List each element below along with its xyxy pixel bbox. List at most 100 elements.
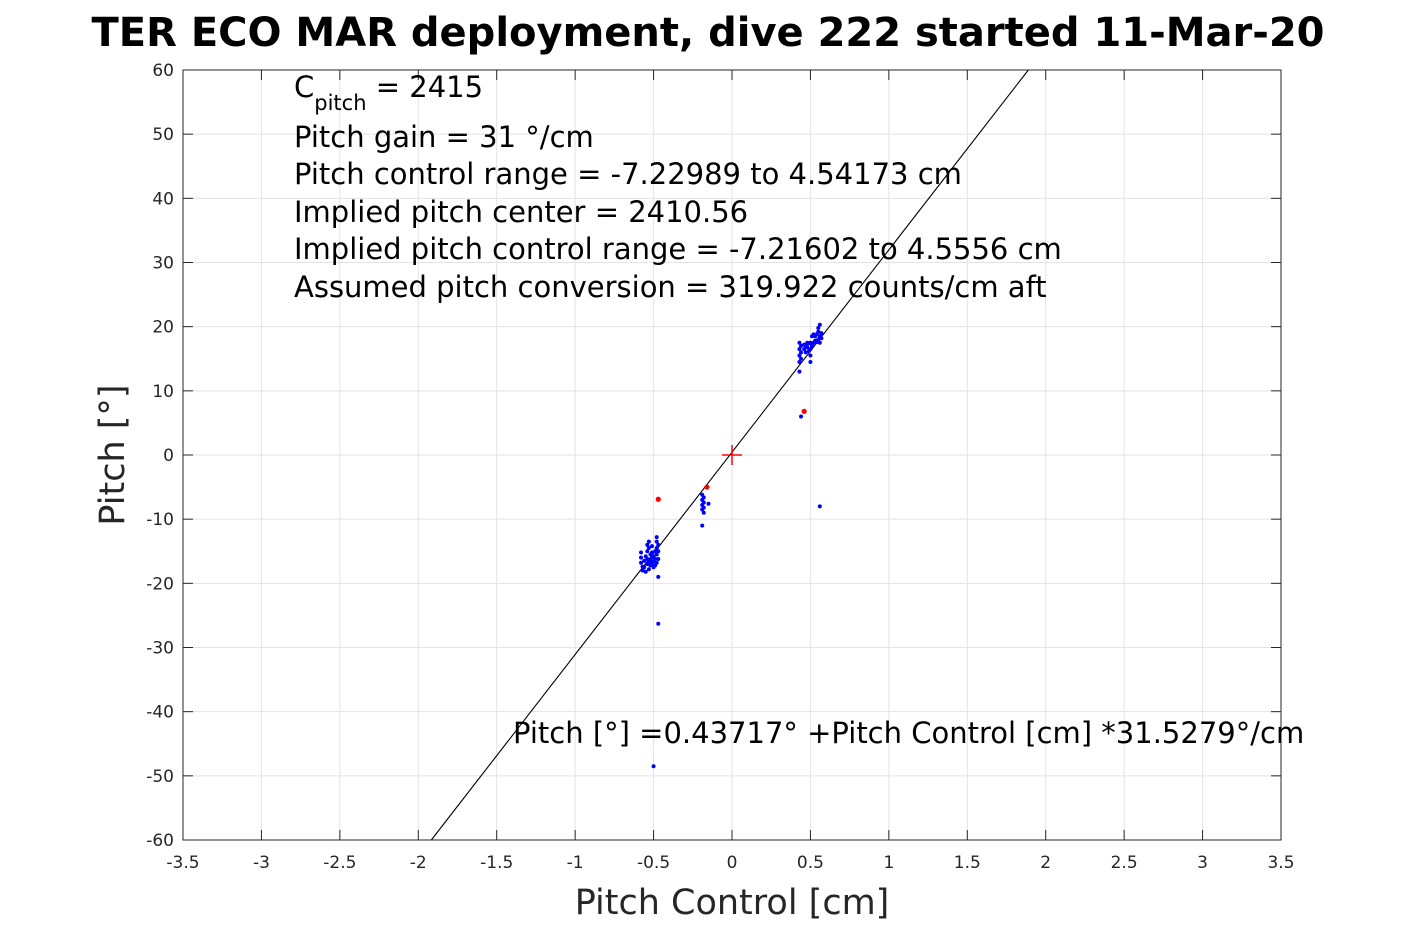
y-tick-label: 60 bbox=[152, 61, 174, 81]
data-point bbox=[700, 523, 705, 528]
data-point bbox=[808, 340, 813, 345]
data-point bbox=[651, 764, 656, 769]
x-tick-label: 2.5 bbox=[1111, 853, 1138, 873]
c-pitch-symbol: C bbox=[294, 70, 314, 104]
data-point bbox=[816, 337, 821, 342]
data-point bbox=[656, 542, 661, 547]
data-point bbox=[809, 343, 814, 348]
y-axis-label: Pitch [°] bbox=[93, 384, 133, 525]
data-point bbox=[639, 550, 644, 555]
data-point bbox=[645, 556, 650, 561]
data-point bbox=[802, 347, 807, 352]
data-point bbox=[706, 501, 711, 506]
y-tick-labels: -60 -50 -40 -30 -20 -10 0 10 20 30 40 50 60 bbox=[146, 61, 174, 851]
data-point bbox=[654, 535, 659, 540]
y-tick-label: -40 bbox=[146, 703, 174, 723]
data-point bbox=[808, 347, 813, 352]
data-point bbox=[701, 500, 706, 505]
x-tick-label: -1.5 bbox=[480, 853, 513, 873]
c-pitch-subscript: pitch bbox=[314, 91, 366, 115]
data-point bbox=[803, 350, 808, 355]
data-point bbox=[799, 414, 804, 419]
x-tick-label: 3 bbox=[1197, 853, 1208, 873]
data-point bbox=[639, 560, 644, 565]
data-point bbox=[653, 556, 658, 561]
x-tick-label: -3 bbox=[253, 853, 270, 873]
data-point bbox=[645, 542, 650, 547]
data-point bbox=[646, 546, 651, 551]
data-point bbox=[704, 484, 710, 490]
data-point bbox=[656, 549, 661, 554]
y-tick-label: -50 bbox=[146, 767, 174, 787]
data-point bbox=[805, 345, 810, 350]
data-point bbox=[797, 353, 802, 358]
x-tick-labels: -3.5 -3 -2.5 -2 -1.5 -1 -0.5 0 0.5 1 1.5 2 2.5 3 3.5 bbox=[166, 853, 1294, 873]
x-tick-label: -1 bbox=[567, 853, 584, 873]
c-pitch-value: = 2415 bbox=[367, 70, 484, 104]
axis-ticks bbox=[182, 69, 1282, 841]
x-tick-label: -3.5 bbox=[166, 853, 199, 873]
data-point bbox=[650, 550, 655, 555]
y-tick-label: -20 bbox=[146, 574, 174, 594]
data-point bbox=[816, 325, 821, 330]
data-point bbox=[701, 505, 706, 510]
y-tick-label: 10 bbox=[152, 382, 174, 402]
annotation-c-pitch: Cpitch = 2415 bbox=[294, 70, 483, 115]
annotation-conversion: Assumed pitch conversion = 319.922 count… bbox=[294, 270, 1047, 304]
center-marker-layer bbox=[722, 445, 742, 465]
data-point bbox=[817, 322, 822, 327]
x-tick-label: 1.5 bbox=[954, 853, 981, 873]
data-point bbox=[643, 569, 648, 574]
data-point bbox=[653, 549, 658, 554]
x-tick-label: -2 bbox=[410, 853, 427, 873]
data-point bbox=[808, 359, 813, 364]
data-point bbox=[701, 495, 706, 500]
center-plus-marker bbox=[722, 445, 742, 465]
data-point bbox=[656, 556, 661, 561]
chart-title: TER ECO MAR deployment, dive 222 started… bbox=[91, 10, 1324, 56]
y-tick-label: 30 bbox=[152, 254, 174, 274]
data-point bbox=[797, 347, 802, 352]
x-tick-label: 2 bbox=[1040, 853, 1051, 873]
annotation-implied-range: Implied pitch control range = -7.21602 t… bbox=[294, 232, 1062, 266]
data-point bbox=[656, 574, 661, 579]
data-point bbox=[816, 329, 821, 334]
x-tick-label: 0 bbox=[727, 853, 738, 873]
y-tick-label: 40 bbox=[152, 189, 174, 209]
x-axis-label: Pitch Control [cm] bbox=[575, 883, 890, 923]
data-point bbox=[645, 549, 650, 554]
y-tick-label: 50 bbox=[152, 125, 174, 145]
data-point bbox=[646, 539, 651, 544]
x-tick-label: -2.5 bbox=[323, 853, 356, 873]
data-point bbox=[801, 408, 807, 414]
data-point bbox=[701, 510, 706, 515]
data-point bbox=[799, 356, 804, 361]
data-point bbox=[655, 496, 661, 502]
annotation-pitch-gain: Pitch gain = 31 °/cm bbox=[294, 120, 594, 154]
data-point bbox=[642, 565, 647, 570]
data-point bbox=[640, 568, 645, 573]
y-tick-label: 20 bbox=[152, 318, 174, 338]
y-tick-label: 0 bbox=[163, 446, 174, 466]
data-point bbox=[654, 560, 659, 565]
annotation-block: Cpitch = 2415 Pitch gain = 31 °/cm Pitch… bbox=[294, 70, 1062, 304]
annotation-implied-center: Implied pitch center = 2410.56 bbox=[294, 195, 748, 229]
data-point bbox=[819, 336, 824, 341]
y-tick-label: -30 bbox=[146, 639, 174, 659]
y-tick-label: -10 bbox=[146, 510, 174, 530]
data-point bbox=[808, 353, 813, 358]
x-tick-label: 3.5 bbox=[1267, 853, 1294, 873]
fit-equation: Pitch [°] =0.43717° +Pitch Control [cm] … bbox=[513, 716, 1304, 750]
data-point bbox=[650, 544, 655, 549]
y-tick-label: -60 bbox=[146, 831, 174, 851]
data-point bbox=[799, 350, 804, 355]
data-point bbox=[797, 340, 802, 345]
data-point bbox=[797, 369, 802, 374]
x-tick-label: 1 bbox=[883, 853, 894, 873]
data-point bbox=[799, 343, 804, 348]
data-point bbox=[817, 504, 822, 509]
data-point bbox=[639, 555, 644, 560]
data-point bbox=[819, 331, 824, 336]
data-point bbox=[654, 552, 659, 557]
